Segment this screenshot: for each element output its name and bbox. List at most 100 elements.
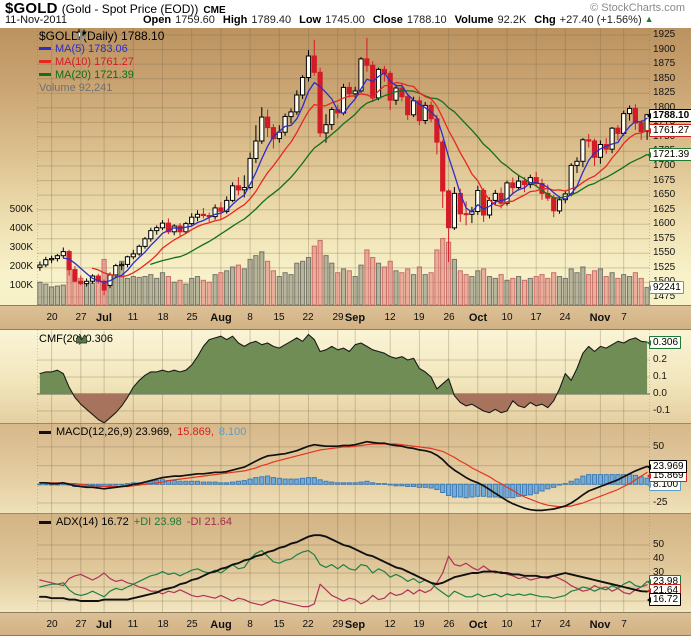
symbol: $GOLD bbox=[5, 0, 58, 17]
adx-axis-tick: 30 bbox=[653, 567, 665, 578]
last-value-box: 1721.39 bbox=[646, 148, 691, 161]
date-axis-label: 25 bbox=[186, 312, 198, 323]
date-axis-label: 29 bbox=[332, 312, 344, 323]
quote-field-value: +27.40 (+1.56%) bbox=[559, 14, 642, 26]
quote-field-label: Low bbox=[299, 14, 322, 26]
date-axis-label: 18 bbox=[157, 619, 169, 630]
quote-field-value: 1789.40 bbox=[251, 14, 292, 26]
date-axis-label: Jul bbox=[96, 619, 112, 631]
price-axis-tick: 1850 bbox=[653, 73, 676, 84]
adx-line-icon bbox=[39, 520, 51, 524]
last-value-box: 92241 bbox=[647, 281, 684, 294]
quote-field-label: Close bbox=[372, 14, 403, 26]
date-axis-label: 17 bbox=[530, 312, 542, 323]
macd-chart bbox=[37, 423, 650, 513]
symbol-name: (Gold - Spot Price (EOD)) bbox=[61, 2, 199, 16]
legend-symbol: $GOLD (Daily) 1788.10 bbox=[39, 28, 165, 43]
date-axis-label: 22 bbox=[302, 312, 314, 323]
date-axis-label: 18 bbox=[157, 312, 169, 323]
last-value-box: 1788.10 bbox=[646, 109, 691, 122]
date-axis-label: 12 bbox=[384, 619, 396, 630]
candlestick-chart bbox=[37, 28, 650, 305]
legend-volume-row: Volume 92,241 bbox=[39, 30, 164, 94]
date-axis-bottom: 20 27 Jul 11 18 25 Aug 8 15 22 29 Sep 12 19 26 Oct 10 17 2… bbox=[0, 612, 691, 636]
quote-field-label: Open bbox=[143, 14, 172, 26]
price-axis-tick: 1525 bbox=[653, 262, 676, 273]
date-axis-label: 10 bbox=[501, 312, 513, 323]
date-axis-label: Aug bbox=[210, 619, 232, 631]
last-value-box: 0.306 bbox=[646, 336, 682, 349]
date-axis-label: 29 bbox=[332, 619, 344, 630]
adx-panel: ADX(14) 16.72 +DI 23.98 -DI 21.64 50 40 30… bbox=[0, 513, 691, 612]
date-axis-label: Sep bbox=[344, 312, 366, 324]
price-axis-tick: 1575 bbox=[653, 233, 676, 244]
price-axis-tick: 1800 bbox=[653, 102, 676, 113]
macd-hist-label: 8.100 bbox=[218, 426, 247, 438]
date-axis-label: 27 bbox=[75, 312, 87, 323]
date-axis-label: Oct bbox=[468, 312, 488, 324]
cmf-axis-tick: 0.0 bbox=[653, 388, 667, 399]
price-axis-tick: 1650 bbox=[653, 189, 676, 200]
price-axis-tick: 1825 bbox=[653, 87, 676, 98]
quote-field-label: Chg bbox=[534, 14, 556, 26]
copyright: © StockCharts.com bbox=[590, 2, 685, 14]
macd-axis-tick: 50 bbox=[653, 441, 665, 452]
legend-ma20-row: MA(20) 1721.39 bbox=[39, 68, 164, 81]
legend-ma20: MA(20) 1721.39 bbox=[55, 68, 134, 81]
price-axis-tick: 1700 bbox=[653, 160, 676, 171]
last-value-box: 23.969 bbox=[647, 460, 687, 473]
ma20-line-icon bbox=[39, 73, 51, 76]
price-axis-tick: 1675 bbox=[653, 175, 676, 186]
price-axis-tick: 1600 bbox=[653, 218, 676, 229]
up-arrow: ▲ bbox=[644, 14, 654, 24]
volume-axis-tick: 100K bbox=[9, 280, 33, 291]
date-axis-label: 22 bbox=[302, 619, 314, 630]
quote-field-value: 1759.60 bbox=[175, 14, 215, 26]
quote-field-value: 92.2K bbox=[497, 14, 527, 26]
minus-di-label: -DI 21.64 bbox=[186, 516, 233, 528]
date-axis-label: 17 bbox=[530, 619, 542, 630]
header-quote-row: 11-Nov-2011 Open 1759.60 High 1789.40 Low 1745… bbox=[5, 14, 688, 28]
ma10-line-icon bbox=[39, 60, 51, 63]
legend-volume: Volume 92,241 bbox=[39, 81, 113, 94]
macd-legend: MACD(12,26,9) 23.969, 15.869, 8.100 bbox=[39, 426, 246, 438]
price-axis-tick: 1475 bbox=[653, 291, 676, 302]
cmf-axis-tick: -0.1 bbox=[653, 405, 671, 416]
price-axis-tick: 1875 bbox=[653, 58, 676, 69]
volume-axis-tick: 200K bbox=[9, 261, 33, 272]
adx-axis-tick: 40 bbox=[653, 553, 665, 564]
quote-fields: Open 1759.60 High 1789.40 Low 1745.00 Close 178… bbox=[135, 14, 642, 26]
price-panel: $GOLD (Daily) 1788.10 MA(5) 1783.06 MA(1… bbox=[0, 28, 691, 305]
legend-ma10-row: MA(10) 1761.27 bbox=[39, 55, 164, 68]
chart-header: $GOLD (Gold - Spot Price (EOD)) CME © Stoc… bbox=[0, 0, 691, 28]
plus-di-label: +DI 23.98 bbox=[133, 516, 182, 528]
cmf-legend: CMF(20) 0.306 bbox=[39, 333, 113, 345]
legend-ma5: MA(5) 1783.06 bbox=[55, 42, 128, 55]
date-axis-label: Aug bbox=[210, 312, 232, 324]
adx-axis-tick: 50 bbox=[653, 539, 665, 550]
last-value-box: 1761.27 bbox=[646, 124, 691, 137]
header-title-row: $GOLD (Gold - Spot Price (EOD)) CME © Stoc… bbox=[5, 0, 688, 17]
date-axis-label: 25 bbox=[186, 619, 198, 630]
date-axis-label: 15 bbox=[273, 312, 285, 323]
date-axis-label: 24 bbox=[559, 312, 571, 323]
date-axis-label: Nov bbox=[589, 312, 611, 324]
legend-title-row: $GOLD (Daily) 1788.10 bbox=[39, 28, 165, 43]
quote-field-label: High bbox=[222, 14, 248, 26]
cmf-panel: CMF(20) 0.306 0.2 0.1 0.0 -0.1 0.306 bbox=[0, 330, 691, 423]
volume-bars-icon bbox=[76, 30, 86, 39]
date-axis-label: 19 bbox=[413, 312, 425, 323]
macd-line-icon bbox=[39, 430, 51, 434]
date-axis-label: 24 bbox=[559, 619, 571, 630]
macd-axis-tick: -25 bbox=[653, 497, 668, 508]
volume-axis-tick: 400K bbox=[9, 223, 33, 234]
area-chart-icon bbox=[76, 334, 87, 344]
macd-label: MACD(12,26,9) 23.969, bbox=[56, 426, 173, 438]
price-axis-tick: 1900 bbox=[653, 44, 676, 55]
date-axis-label: 15 bbox=[273, 619, 285, 630]
ma5-line-icon bbox=[39, 47, 51, 50]
quote-field-label: Volume bbox=[454, 14, 494, 26]
macd-signal-label: 15.869, bbox=[177, 426, 214, 438]
legend-ma5-row: MA(5) 1783.06 bbox=[39, 42, 164, 55]
cmf-axis-tick: 0.2 bbox=[653, 354, 667, 365]
